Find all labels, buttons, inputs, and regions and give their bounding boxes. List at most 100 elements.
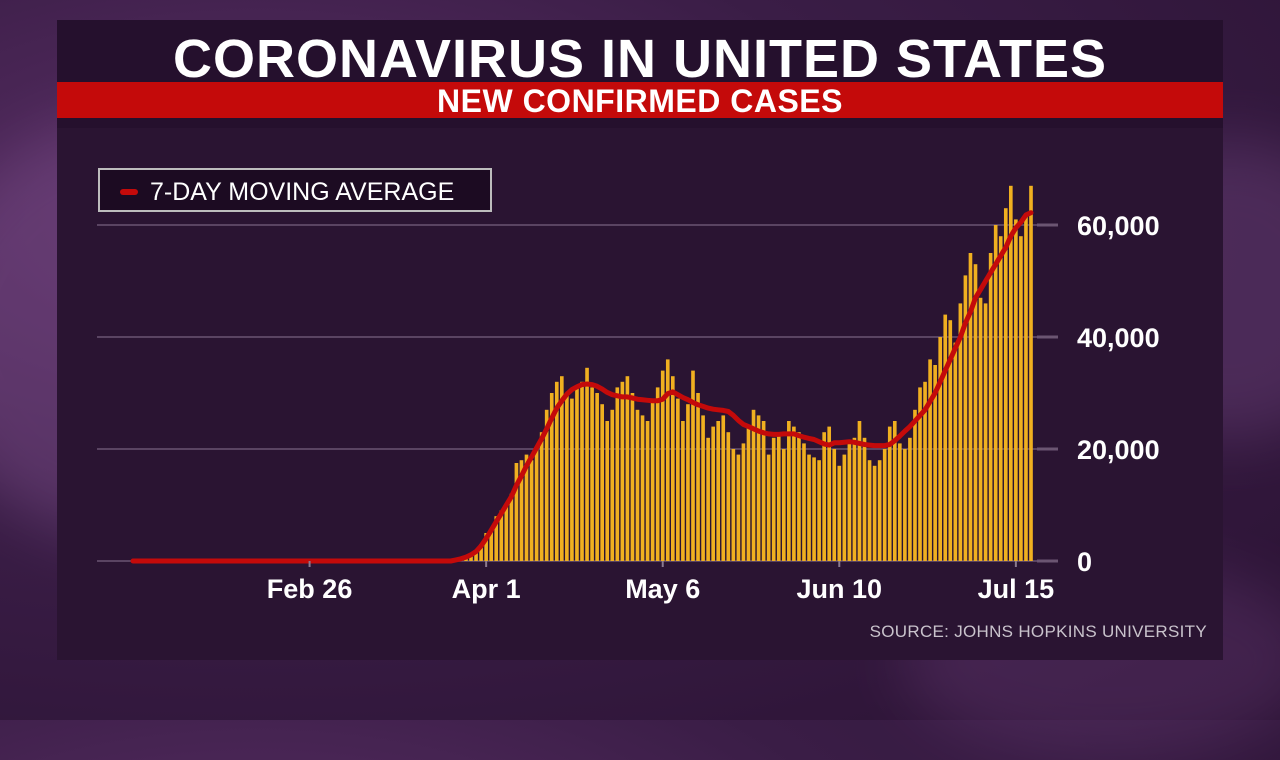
bar [645, 421, 650, 561]
bar [872, 465, 877, 561]
bar [590, 387, 594, 561]
bar [554, 381, 559, 561]
bar [660, 370, 665, 561]
bar [650, 398, 655, 561]
bar [489, 530, 494, 561]
bar [721, 415, 726, 561]
moving-average-line [130, 210, 1034, 564]
bar [827, 426, 832, 561]
bar-line-chart: 0 20,000 40,000 60,000 Feb 26 Apr 1 May 6 Jun 1… [97, 185, 1160, 604]
x-tick-label: Jul 15 [978, 574, 1055, 604]
bar [701, 415, 705, 561]
bar [620, 381, 625, 561]
x-tick-label: May 6 [625, 574, 700, 604]
bar [615, 387, 620, 561]
legend-swatch-moving-average [120, 189, 138, 195]
bar [676, 398, 680, 561]
y-tick-label: 20,000 [1077, 435, 1160, 465]
bar [903, 449, 907, 561]
bar [479, 544, 483, 561]
bar [787, 421, 791, 561]
bar [832, 449, 837, 561]
bar [993, 225, 998, 561]
bar [1014, 219, 1018, 561]
y-tick-label: 40,000 [1077, 323, 1160, 353]
bar [751, 409, 756, 561]
bar [882, 449, 887, 561]
bar [524, 454, 529, 561]
bar [539, 432, 544, 561]
subtitle-bar: NEW CONFIRMED CASES [57, 82, 1223, 119]
bar [1029, 185, 1033, 562]
bar [887, 426, 892, 561]
bar [998, 236, 1003, 561]
bar [1024, 213, 1028, 562]
bar [842, 454, 847, 561]
bar [736, 454, 741, 561]
bar [797, 432, 801, 561]
bar [761, 421, 766, 561]
bar [837, 465, 842, 561]
bar [610, 409, 615, 561]
bar [968, 253, 973, 561]
bar [630, 393, 635, 561]
bar [928, 359, 932, 561]
bar [852, 437, 857, 561]
bar [580, 381, 584, 561]
bar [1019, 236, 1023, 561]
chart-title: CORONAVIRUS IN UNITED STATES [172, 29, 1108, 89]
bar [474, 552, 478, 561]
bar [918, 387, 922, 561]
y-tick-label: 60,000 [1077, 211, 1160, 241]
bar [938, 337, 943, 561]
bar [781, 449, 786, 561]
bar [953, 342, 958, 561]
bar [948, 320, 953, 561]
x-tick-label: Jun 10 [797, 574, 883, 604]
x-tick-label: Feb 26 [267, 574, 353, 604]
legend-label-moving-average: 7-DAY MOVING AVERAGE [150, 178, 455, 206]
bar [504, 505, 509, 561]
bar [494, 516, 499, 561]
bar [655, 387, 660, 561]
bar [640, 415, 645, 561]
bar [595, 393, 599, 561]
bar [691, 370, 695, 561]
bar [741, 443, 746, 561]
bar [484, 533, 488, 561]
bar [670, 376, 675, 561]
bar [575, 387, 579, 561]
chart-panel: CORONAVIRUS IN UNITED STATES NEW CONFIRM… [57, 20, 1223, 660]
bar [665, 359, 670, 561]
bar [812, 457, 816, 561]
bar [792, 426, 796, 561]
bar [549, 393, 554, 561]
bar [529, 460, 534, 561]
bar [923, 381, 927, 561]
bar [681, 421, 685, 561]
bar [802, 443, 806, 561]
bar [766, 454, 771, 561]
bar [716, 421, 721, 561]
bar [585, 367, 589, 561]
plot-area [57, 128, 1223, 660]
bar [519, 460, 524, 561]
bar [933, 365, 937, 561]
bar [807, 454, 811, 561]
bar [822, 432, 826, 561]
bar [544, 409, 549, 561]
bar [973, 264, 978, 561]
bar [983, 303, 988, 561]
bar [817, 460, 821, 561]
bar [605, 421, 610, 561]
bar [913, 409, 917, 561]
bar [862, 437, 867, 561]
bar [771, 437, 776, 561]
bar [469, 555, 473, 561]
bar [1009, 185, 1013, 562]
source-note: SOURCE: JOHNS HOPKINS UNIVERSITY [869, 622, 1207, 641]
y-tick-label: 0 [1077, 547, 1092, 577]
bar [963, 275, 968, 561]
bar [978, 297, 983, 561]
bar [560, 376, 564, 561]
